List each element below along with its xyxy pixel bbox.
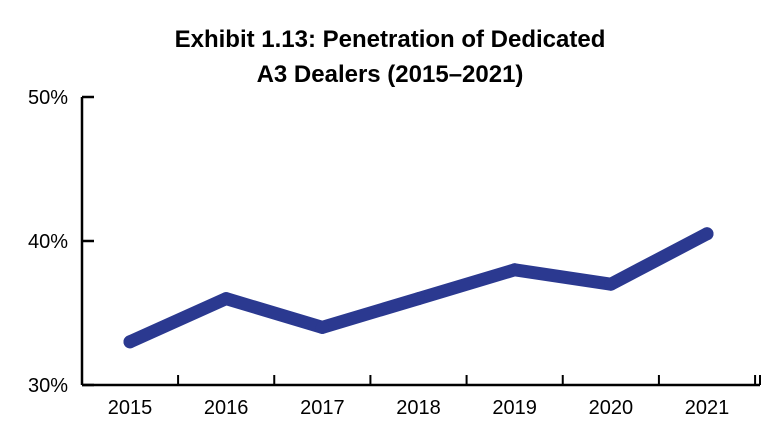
x-tick-label: 2020 — [589, 397, 634, 419]
x-tick-label: 2017 — [300, 397, 345, 419]
data-point — [700, 227, 714, 241]
x-tick-label: 2015 — [108, 397, 153, 419]
data-point — [604, 277, 618, 291]
chart-axes: 30% 40% 50% 2015 2016 2017 2018 2019 2020 2021 — [28, 87, 761, 419]
y-tick-label: 40% — [28, 231, 68, 253]
series-line — [123, 227, 714, 349]
x-tick-label: 2019 — [492, 397, 537, 419]
data-point — [219, 292, 233, 306]
y-tick-label: 50% — [28, 87, 68, 109]
y-tick-label: 30% — [28, 375, 68, 397]
data-point — [412, 292, 425, 306]
x-tick-label: 2018 — [396, 397, 441, 419]
data-point — [508, 263, 522, 277]
x-tick-label: 2016 — [204, 397, 249, 419]
chart-subtitle: A3 Dealers (2015–2021) — [257, 61, 524, 88]
chart-title: Exhibit 1.13: Penetration of Dedicated — [175, 26, 606, 53]
x-tick-label: 2021 — [685, 397, 730, 419]
data-point — [123, 335, 137, 349]
data-point — [315, 320, 329, 334]
chart-series — [123, 227, 714, 349]
